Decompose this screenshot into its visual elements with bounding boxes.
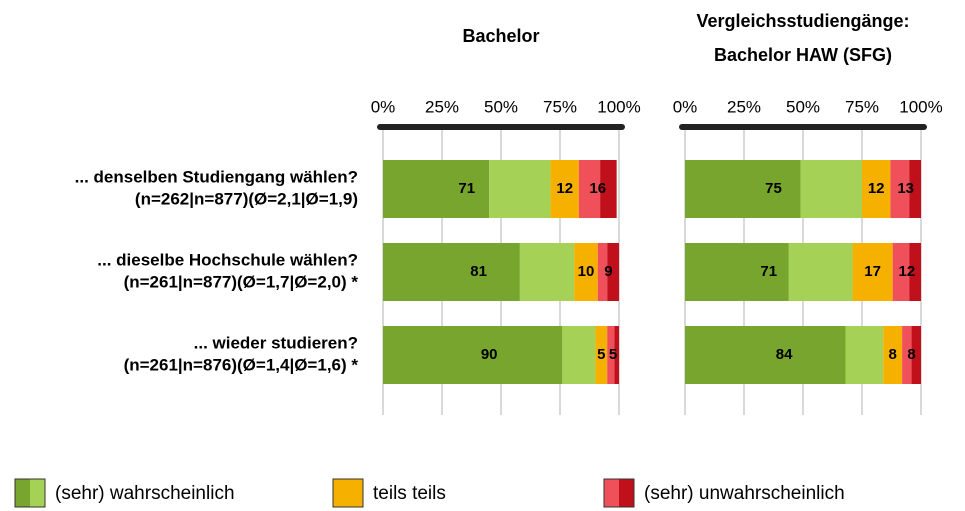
legend-label: teils teils: [373, 483, 446, 504]
bar-segment: [788, 243, 853, 301]
x-tick-label: 25%: [727, 97, 761, 116]
legend-swatch: [333, 479, 363, 507]
panel-title: Bachelor HAW (SFG): [714, 45, 892, 65]
bar-segment: [383, 326, 563, 384]
legend-swatch-border: [603, 478, 635, 508]
value-label: 90: [481, 346, 498, 363]
x-tick-label: 75%: [845, 97, 879, 116]
legend-label: (sehr) unwahrscheinlich: [644, 483, 845, 504]
value-label: 8: [889, 346, 897, 363]
bar-segment: [383, 160, 490, 218]
x-tick-label: 50%: [484, 97, 518, 116]
legend-swatch: [604, 479, 619, 507]
bar-segment: [890, 160, 910, 218]
bar-segment: [614, 326, 619, 384]
legend-swatch: [30, 479, 45, 507]
category-label: ... dieselbe Hochschule wählen?: [97, 250, 358, 269]
category-label: ... denselben Studiengang wählen?: [75, 167, 358, 186]
value-label: 71: [458, 180, 475, 197]
bar-segment: [550, 160, 579, 218]
bar-segment: [595, 326, 608, 384]
bar-segment: [489, 160, 551, 218]
legend-swatch-border: [332, 478, 364, 508]
legend-swatch: [619, 479, 634, 507]
value-label: 12: [868, 180, 885, 197]
bar-segment: [902, 326, 912, 384]
x-tick-label: 100%: [899, 97, 942, 116]
bar-segment: [883, 326, 903, 384]
x-tick-label: 100%: [597, 97, 640, 116]
bar-segment: [685, 243, 789, 301]
category-label: (n=262|n=877)(Ø=2,1|Ø=1,9): [135, 189, 358, 208]
bar-segment: [383, 243, 520, 301]
value-label: 12: [898, 263, 915, 280]
bar-segment: [574, 243, 598, 301]
bar-segment: [909, 243, 921, 301]
bar-segment: [607, 326, 615, 384]
category-label: (n=261|n=876)(Ø=1,4|Ø=1,6) *: [124, 355, 359, 374]
value-label: 13: [897, 180, 914, 197]
value-label: 12: [556, 180, 573, 197]
panel-title: Vergleichsstudiengänge:: [696, 11, 909, 31]
category-label: ... wieder studieren?: [194, 333, 358, 352]
value-label: 81: [470, 263, 487, 280]
value-label: 17: [864, 263, 881, 280]
bar-segment: [892, 243, 910, 301]
bar-segment: [845, 326, 884, 384]
bar-segment: [562, 326, 596, 384]
x-tick-label: 0%: [673, 97, 698, 116]
category-label: (n=261|n=877)(Ø=1,7|Ø=2,0) *: [124, 272, 359, 291]
bar-segment: [607, 243, 619, 301]
x-tick-label: 25%: [425, 97, 459, 116]
x-tick-label: 50%: [786, 97, 820, 116]
legend-swatch: [15, 479, 30, 507]
bar-segment: [909, 160, 921, 218]
value-label: 5: [597, 346, 605, 363]
bar-segment: [578, 160, 601, 218]
panel-title: Bachelor: [462, 26, 539, 46]
value-label: 5: [609, 346, 617, 363]
value-label: 71: [760, 263, 777, 280]
bar-segment: [852, 243, 893, 301]
bar-segment: [800, 160, 862, 218]
value-label: 9: [604, 263, 612, 280]
x-tick-label: 75%: [543, 97, 577, 116]
value-label: 10: [578, 263, 595, 280]
legend-swatch-border: [14, 478, 46, 508]
bar-segment: [519, 243, 575, 301]
bar-segment: [597, 243, 608, 301]
bar-segment: [685, 160, 801, 218]
bar-segment: [911, 326, 921, 384]
value-label: 16: [589, 180, 606, 197]
bar-segment: [862, 160, 891, 218]
value-label: 84: [776, 346, 793, 363]
x-tick-label: 0%: [371, 97, 396, 116]
bar-segment: [685, 326, 846, 384]
value-label: 8: [907, 346, 915, 363]
bar-segment: [600, 160, 617, 218]
value-label: 75: [765, 180, 782, 197]
legend-label: (sehr) wahrscheinlich: [55, 483, 235, 504]
